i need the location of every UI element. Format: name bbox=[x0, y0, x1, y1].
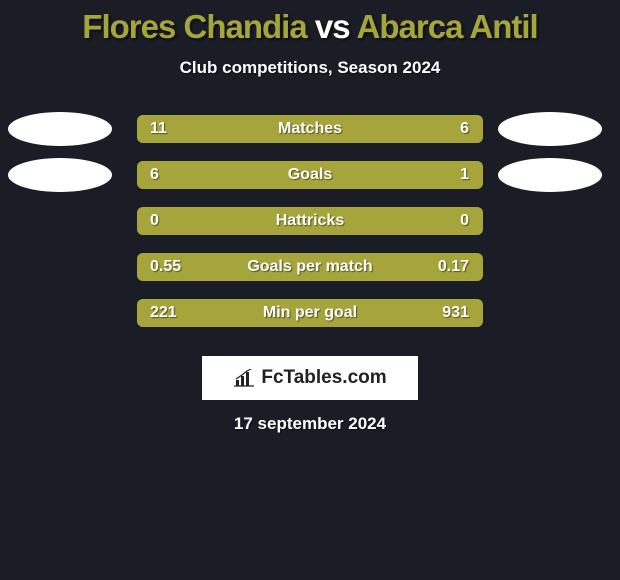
watermark-text: FcTables.com bbox=[261, 367, 386, 389]
title-player1: Flores Chandia bbox=[82, 8, 306, 45]
player-right-avatar bbox=[498, 112, 602, 146]
value-right: 931 bbox=[137, 299, 483, 327]
comparison-row: 11Matches6 bbox=[0, 106, 620, 152]
comparison-row: 0Hattricks0 bbox=[0, 198, 620, 244]
title-vs: vs bbox=[315, 8, 350, 45]
title-player2: Abarca Antil bbox=[357, 8, 538, 45]
value-right: 0 bbox=[137, 207, 483, 235]
player-left-avatar bbox=[8, 158, 112, 192]
page-title: Flores Chandia vs Abarca Antil bbox=[0, 0, 620, 46]
comparison-row: 6Goals1 bbox=[0, 152, 620, 198]
comparison-rows: 11Matches66Goals10Hattricks00.55Goals pe… bbox=[0, 106, 620, 336]
bar-chart-icon bbox=[233, 369, 255, 387]
value-right: 6 bbox=[137, 115, 483, 143]
value-right: 0.17 bbox=[137, 253, 483, 281]
subtitle: Club competitions, Season 2024 bbox=[0, 58, 620, 78]
comparison-row: 0.55Goals per match0.17 bbox=[0, 244, 620, 290]
player-left-avatar bbox=[8, 112, 112, 146]
date-label: 17 september 2024 bbox=[0, 414, 620, 434]
player-right-avatar bbox=[498, 158, 602, 192]
watermark: FcTables.com bbox=[202, 356, 418, 400]
value-right: 1 bbox=[137, 161, 483, 189]
comparison-row: 221Min per goal931 bbox=[0, 290, 620, 336]
